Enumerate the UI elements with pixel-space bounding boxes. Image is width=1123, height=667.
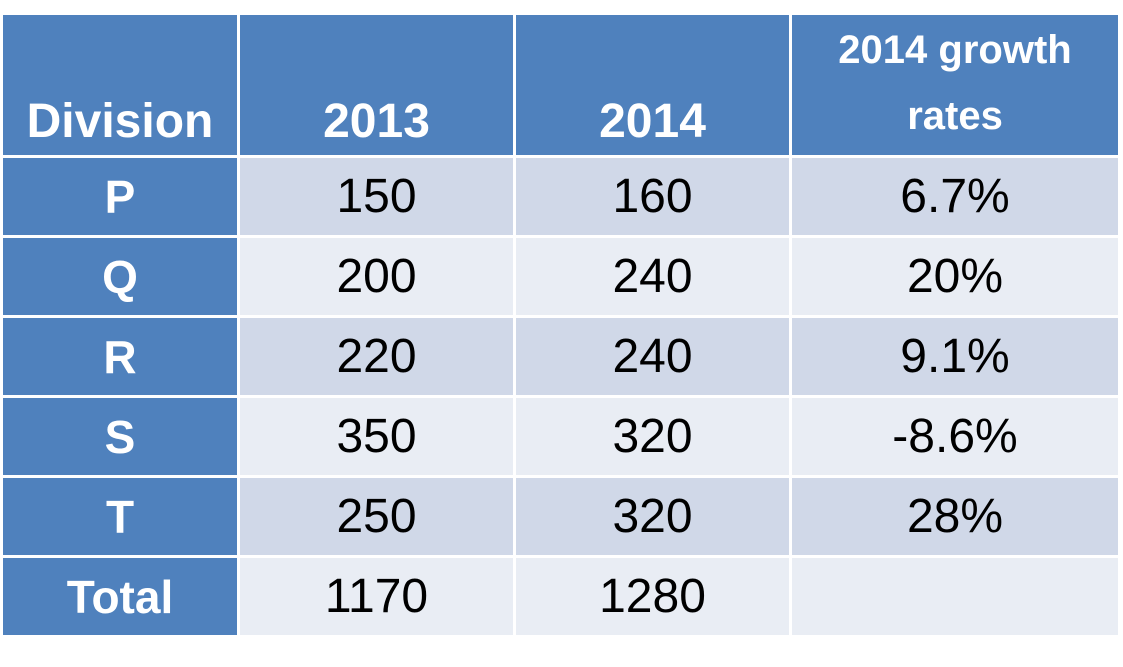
table-row: S 350 320 -8.6% [3,398,1118,475]
header-growth-rates: 2014 growth rates [792,15,1118,155]
cell-2013: 350 [240,398,513,475]
cell-2014: 160 [516,158,789,235]
row-division-label: Q [3,238,237,315]
row-division-label: S [3,398,237,475]
table-row: Q 200 240 20% [3,238,1118,315]
table-row: R 220 240 9.1% [3,318,1118,395]
table-row: T 250 320 28% [3,478,1118,555]
cell-2014: 240 [516,238,789,315]
header-2014: 2014 [516,15,789,155]
row-division-label: Total [3,558,237,635]
cell-2014: 240 [516,318,789,395]
cell-2013: 220 [240,318,513,395]
cell-2014: 320 [516,478,789,555]
cell-2013: 1170 [240,558,513,635]
row-division-label: P [3,158,237,235]
cell-2013: 150 [240,158,513,235]
cell-growth: 20% [792,238,1118,315]
cell-2014: 1280 [516,558,789,635]
row-division-label: R [3,318,237,395]
cell-2014: 320 [516,398,789,475]
header-2013: 2013 [240,15,513,155]
cell-2013: 250 [240,478,513,555]
total-row: Total 1170 1280 [3,558,1118,635]
cell-growth: 9.1% [792,318,1118,395]
header-division: Division [3,15,237,155]
row-division-label: T [3,478,237,555]
cell-growth: -8.6% [792,398,1118,475]
cell-growth: 6.7% [792,158,1118,235]
cell-growth: 28% [792,478,1118,555]
table-row: P 150 160 6.7% [3,158,1118,235]
cell-2013: 200 [240,238,513,315]
table-header-row: Division 2013 2014 2014 growth rates [3,15,1118,155]
cell-growth [792,558,1118,635]
division-growth-table: Division 2013 2014 2014 growth rates P 1… [0,12,1121,638]
data-table-container: Division 2013 2014 2014 growth rates P 1… [0,12,1120,635]
